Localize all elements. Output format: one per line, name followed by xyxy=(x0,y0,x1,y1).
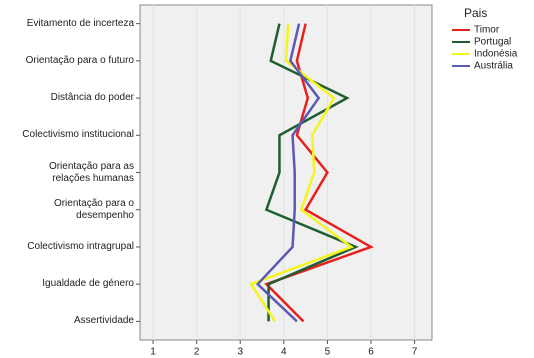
x-tick-label: 7 xyxy=(412,347,418,358)
legend-label: Portugal xyxy=(474,37,511,48)
x-tick-label: 5 xyxy=(325,347,331,358)
y-tick-label: Colectivismo intragrupal xyxy=(27,240,134,252)
x-tick-label: 1 xyxy=(150,347,156,358)
y-tick-label: Distância do poder xyxy=(50,92,134,104)
legend-label: Indonésia xyxy=(474,49,518,60)
legend-title: Pais xyxy=(464,6,487,20)
series-line xyxy=(255,23,321,323)
x-tick-label: 6 xyxy=(368,347,374,358)
series-line xyxy=(264,23,359,322)
y-tick-label: Evitamento de incerteza xyxy=(26,17,134,29)
legend-label: Austrália xyxy=(474,61,513,72)
y-tick-label: Assertividade xyxy=(73,315,134,327)
x-tick-label: 3 xyxy=(237,347,243,358)
y-tick-label: Colectivismo institucional xyxy=(22,129,134,141)
x-tick-label: 2 xyxy=(194,347,200,358)
y-tick-label: Orientação para as relações humanas xyxy=(48,160,134,184)
legend-label: Timor xyxy=(474,25,500,36)
series-line xyxy=(249,23,354,323)
y-tick-label: Orientação para o desempenho xyxy=(53,197,134,221)
y-tick-label: Orientação para o futuro xyxy=(25,54,134,66)
x-tick-label: 4 xyxy=(281,347,287,358)
y-tick-label: Igualdade de género xyxy=(42,278,134,290)
